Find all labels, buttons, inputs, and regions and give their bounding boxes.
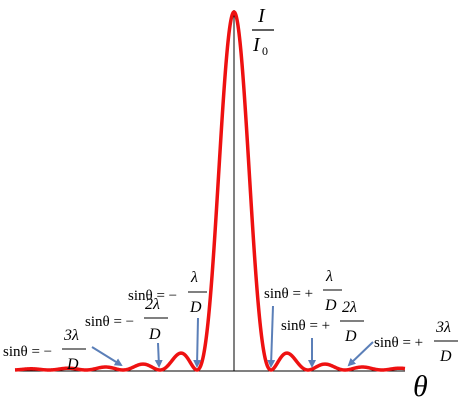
annotation-denominator: D [324,297,337,314]
annotation-numerator: 2λ [145,296,160,313]
y-label-denominator: I [252,34,261,56]
y-axis-label: I I 0 [252,5,274,58]
annotation-minus-1: sinθ = − λ D [128,269,207,368]
annotation-denominator: D [439,348,452,365]
annotation-prefix: sinθ = − [3,344,52,360]
annotation-numerator: 2λ [342,299,357,316]
annotation-plus-2: sinθ = + 2λ D [281,299,364,368]
annotation-numerator: λ [325,268,333,285]
intensity-curve [13,10,407,372]
y-label-numerator: I [257,5,266,27]
arrow-minus-3 [91,346,123,367]
annotation-plus-3: sinθ = + 3λ D [347,319,458,367]
annotation-denominator: D [344,328,357,345]
annotation-prefix: sinθ = + [264,286,313,302]
annotation-prefix: sinθ = + [374,335,423,351]
y-label-subscript: 0 [262,44,268,58]
annotation-denominator: D [66,356,79,373]
annotation-prefix: sinθ = − [128,288,177,304]
annotation-minus-3: sinθ = − 3λ D [3,327,123,373]
annotation-numerator: 3λ [435,319,451,336]
annotation-prefix: sinθ = + [281,318,330,334]
arrow-minus-2 [154,342,163,368]
annotation-denominator: D [148,326,161,343]
x-axis-label: θ [413,370,428,403]
arrow-plus-3 [347,341,374,367]
annotation-numerator: 3λ [63,327,79,344]
annotation-denominator: D [189,299,202,316]
arrow-plus-1 [267,305,276,368]
annotation-plus-1: sinθ = + λ D [264,268,342,368]
annotation-minus-2: sinθ = − 2λ D [85,296,168,368]
arrow-minus-1 [193,317,202,368]
annotation-prefix: sinθ = − [85,314,134,330]
annotation-numerator: λ [190,269,198,286]
